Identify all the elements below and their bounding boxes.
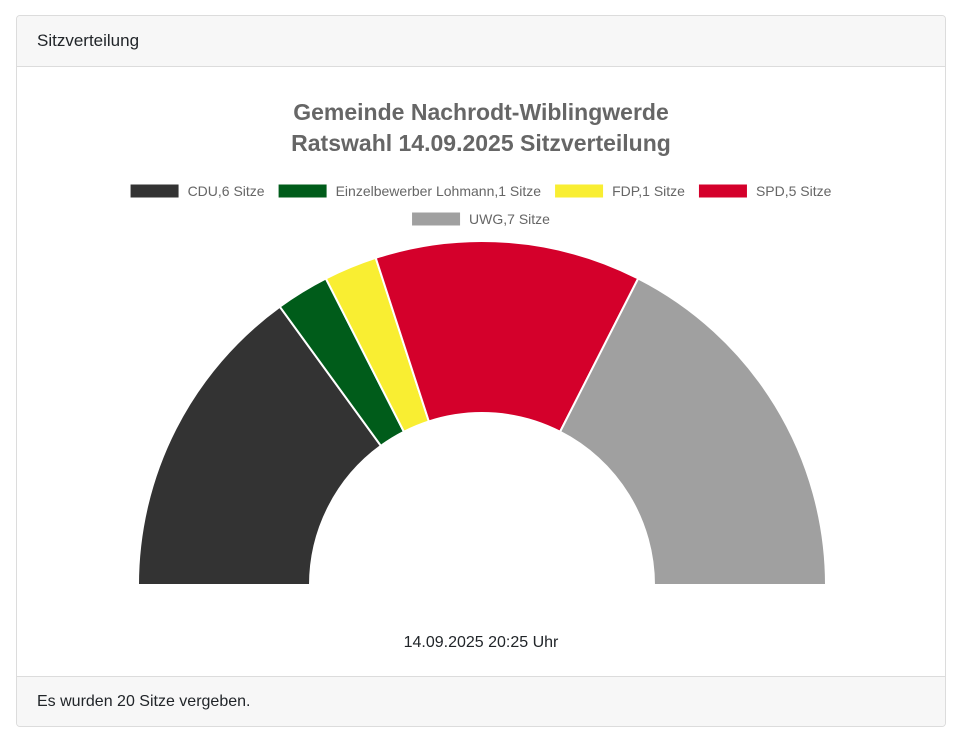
legend-swatch-fdp[interactable]	[555, 184, 604, 198]
chart-arcs	[136, 240, 828, 586]
legend-label-cdu[interactable]: CDU,6 Sitze	[188, 183, 265, 199]
legend-label-einzelbewerber-lohmann[interactable]: Einzelbewerber Lohmann,1 Sitze	[336, 183, 542, 199]
card-footer: Es wurden 20 Sitze vergeben.	[17, 676, 945, 726]
chart-title: Gemeinde Nachrodt-Wiblingwerde Ratswahl 1…	[291, 99, 671, 156]
card-body: Gemeinde Nachrodt-Wiblingwerde Ratswahl 1…	[17, 67, 945, 677]
legend-swatch-einzelbewerber-lohmann[interactable]	[278, 184, 327, 198]
seat-chart: Gemeinde Nachrodt-Wiblingwerde Ratswahl 1…	[130, 99, 832, 586]
legend-swatch-uwg[interactable]	[412, 212, 461, 226]
arc-cdu[interactable]	[136, 305, 383, 586]
arc-uwg[interactable]	[558, 277, 828, 586]
legend-swatch-cdu[interactable]	[130, 184, 179, 198]
legend-label-uwg[interactable]: UWG,7 Sitze	[469, 211, 550, 227]
legend-label-fdp[interactable]: FDP,1 Sitze	[612, 183, 685, 199]
seat-distribution-card: Sitzverteilung Gemeinde Nachrodt-Wibling…	[16, 15, 946, 727]
chart-legend: CDU,6 Sitze Einzelbewerber Lohmann,1 Sitz…	[130, 183, 832, 227]
card-header: Sitzverteilung	[17, 16, 945, 67]
legend-label-spd[interactable]: SPD,5 Sitze	[756, 183, 832, 199]
chart-title-line-1: Gemeinde Nachrodt-Wiblingwerde	[293, 99, 669, 125]
chart-title-line-2: Ratswahl 14.09.2025 Sitzverteilung	[291, 130, 671, 156]
arc-spd[interactable]	[374, 240, 640, 434]
legend-swatch-spd[interactable]	[698, 184, 747, 198]
chart-timestamp: 14.09.2025 20:25 Uhr	[403, 634, 559, 651]
